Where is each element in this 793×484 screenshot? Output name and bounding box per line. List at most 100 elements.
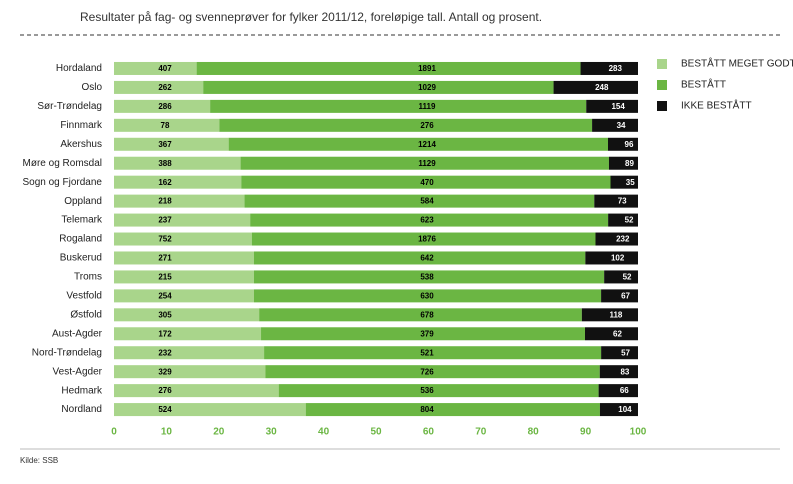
legend-label: BESTÅTT — [681, 78, 726, 91]
bar-segment — [114, 308, 260, 322]
data-label: 305 — [158, 310, 172, 319]
bar-segment — [114, 270, 254, 284]
y-tick-label: Oslo — [81, 82, 102, 93]
data-label: 52 — [625, 216, 634, 225]
data-label: 379 — [420, 329, 434, 338]
bar-segment — [114, 80, 204, 94]
data-label: 642 — [420, 254, 434, 263]
bar-segment — [210, 99, 587, 113]
x-tick-label: 40 — [318, 427, 330, 438]
x-tick-label: 70 — [475, 427, 487, 438]
data-label: 678 — [420, 310, 434, 319]
bar-segment — [114, 403, 306, 417]
bar-segment — [250, 213, 609, 227]
bar-segment — [595, 232, 638, 246]
data-label: 34 — [617, 121, 626, 130]
data-label: 78 — [161, 121, 170, 130]
data-label: 623 — [420, 216, 434, 225]
data-label: 407 — [158, 64, 172, 73]
data-label: 1119 — [419, 102, 436, 111]
y-tick-label: Buskerud — [60, 253, 102, 264]
bar-segment — [114, 289, 254, 303]
data-label: 630 — [420, 291, 434, 300]
data-label: 57 — [621, 348, 630, 357]
y-tick-label: Sør-Trøndelag — [37, 101, 102, 112]
bar-segment — [601, 346, 638, 360]
data-label: 726 — [420, 367, 434, 376]
data-label: 89 — [625, 159, 634, 168]
bar-segment — [599, 403, 638, 417]
data-label: 752 — [158, 235, 172, 244]
data-label: 262 — [158, 83, 172, 92]
y-tick-label: Østfold — [70, 309, 102, 320]
data-label: 329 — [158, 367, 172, 376]
bar-segment — [253, 270, 605, 284]
y-tick-label: Finnmark — [60, 120, 103, 131]
bar-segment — [608, 156, 638, 170]
data-label: 1876 — [418, 235, 436, 244]
bar-segment — [219, 118, 593, 132]
data-label: 524 — [158, 405, 172, 414]
data-label: 154 — [611, 102, 625, 111]
bar-segment — [585, 251, 638, 265]
data-label: 248 — [595, 83, 609, 92]
data-label: 1214 — [418, 140, 436, 149]
bar-segment — [586, 99, 638, 113]
bar-segment — [114, 251, 254, 265]
bar-segment — [114, 194, 245, 208]
data-label: 470 — [420, 178, 434, 187]
bar-segment — [265, 365, 600, 379]
data-label: 104 — [618, 405, 632, 414]
bar-segment — [608, 137, 638, 151]
bar-segment — [264, 346, 602, 360]
bar-segment — [114, 118, 220, 132]
y-tick-label: Telemark — [61, 215, 103, 226]
data-label: 1029 — [418, 83, 436, 92]
bar-segment — [244, 194, 595, 208]
data-label: 232 — [616, 235, 630, 244]
bar-segment — [114, 99, 211, 113]
legend-label: IKKE BESTÅTT — [681, 99, 752, 112]
bar-segment — [196, 61, 581, 75]
legend-swatch — [657, 80, 667, 90]
y-tick-label: Møre og Romsdal — [23, 158, 102, 169]
legend-swatch — [657, 59, 667, 69]
bar-segment — [608, 213, 638, 227]
data-label: 96 — [625, 140, 634, 149]
bar-segment — [278, 384, 599, 398]
x-tick-label: 90 — [580, 427, 592, 438]
data-label: 1129 — [418, 159, 436, 168]
data-label: 218 — [158, 197, 172, 206]
data-label: 804 — [420, 405, 434, 414]
y-tick-label: Akershus — [60, 139, 102, 150]
data-label: 283 — [609, 64, 623, 73]
x-tick-label: 20 — [213, 427, 225, 438]
x-tick-label: 100 — [630, 427, 647, 438]
data-label: 1891 — [418, 64, 436, 73]
bar-segment — [581, 308, 638, 322]
data-label: 237 — [158, 216, 172, 225]
data-label: 538 — [420, 273, 434, 282]
data-label: 232 — [158, 348, 172, 357]
bar-segment — [240, 156, 609, 170]
y-tick-label: Sogn og Fjordane — [22, 177, 102, 188]
bar-segment — [228, 137, 609, 151]
data-label: 276 — [420, 121, 434, 130]
bar-segment — [601, 289, 638, 303]
data-label: 172 — [158, 329, 172, 338]
x-tick-label: 10 — [161, 427, 173, 438]
bar-segment — [604, 270, 638, 284]
data-label: 52 — [623, 273, 632, 282]
x-tick-label: 80 — [528, 427, 540, 438]
bar-segment — [114, 175, 242, 189]
bar-segment — [594, 194, 638, 208]
y-tick-label: Aust-Agder — [52, 328, 103, 339]
y-tick-label: Hedmark — [61, 385, 103, 396]
data-label: 286 — [158, 102, 172, 111]
bar-segment — [253, 251, 586, 265]
data-label: 102 — [611, 254, 625, 263]
y-tick-label: Oppland — [64, 196, 102, 207]
data-label: 536 — [420, 386, 434, 395]
bar-segment — [241, 175, 611, 189]
